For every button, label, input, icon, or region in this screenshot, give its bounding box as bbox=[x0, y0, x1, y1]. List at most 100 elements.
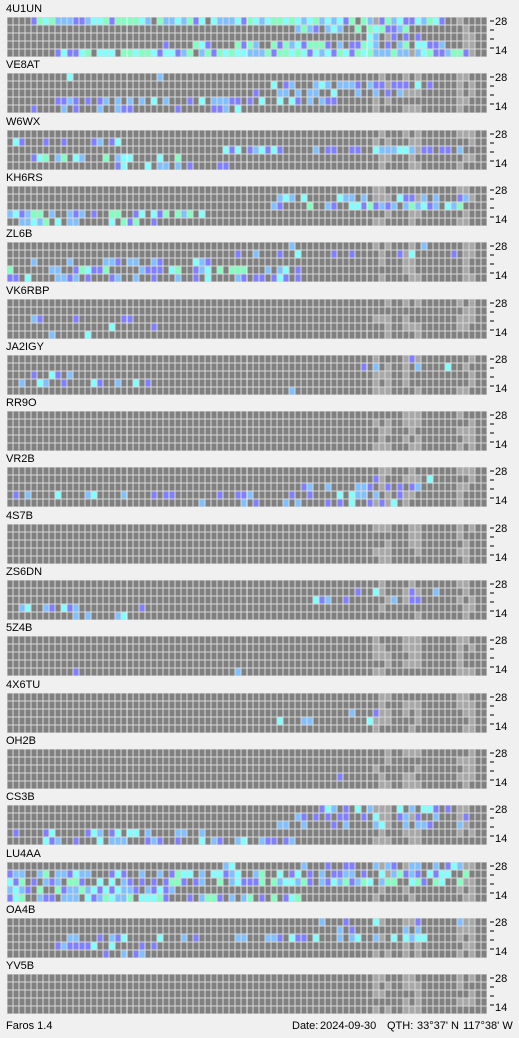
grid-cell bbox=[277, 636, 283, 644]
grid-cell bbox=[67, 266, 73, 274]
grid-cell bbox=[73, 548, 79, 556]
grid-cell bbox=[247, 427, 253, 435]
grid-cell bbox=[325, 194, 331, 202]
grid-cell bbox=[457, 315, 463, 323]
grid-cell bbox=[355, 307, 361, 315]
grid-cell bbox=[463, 443, 469, 451]
grid-cell bbox=[139, 307, 145, 315]
grid-cell bbox=[313, 363, 319, 371]
grid-cell bbox=[175, 668, 181, 676]
grid-cell bbox=[55, 97, 61, 105]
grid-cell bbox=[355, 194, 361, 202]
grid-cell bbox=[385, 41, 391, 49]
grid-cell bbox=[337, 49, 343, 57]
grid-cell bbox=[109, 186, 115, 194]
grid-cell bbox=[13, 556, 19, 564]
grid-cell bbox=[265, 355, 271, 363]
grid-cell bbox=[277, 17, 283, 25]
grid-cell bbox=[31, 596, 37, 604]
grid-cell bbox=[247, 668, 253, 676]
grid-cell bbox=[385, 81, 391, 89]
grid-cell bbox=[301, 363, 307, 371]
grid-cell bbox=[235, 81, 241, 89]
grid-cell bbox=[265, 596, 271, 604]
grid-cell bbox=[421, 467, 427, 475]
grid-cell bbox=[67, 668, 73, 676]
grid-cell bbox=[25, 307, 31, 315]
grid-cell bbox=[103, 49, 109, 57]
grid-cell bbox=[79, 540, 85, 548]
grid-cell bbox=[241, 532, 247, 540]
grid-cell bbox=[349, 250, 355, 258]
grid-cell bbox=[13, 604, 19, 612]
grid-cell bbox=[349, 242, 355, 250]
grid-cell bbox=[103, 97, 109, 105]
grid-cell bbox=[49, 596, 55, 604]
grid-cell bbox=[481, 97, 487, 105]
grid-cell bbox=[127, 146, 133, 154]
grid-cell bbox=[433, 604, 439, 612]
grid-cell bbox=[301, 138, 307, 146]
grid-cell bbox=[421, 363, 427, 371]
grid-cell bbox=[295, 524, 301, 532]
grid-cell bbox=[241, 89, 247, 97]
grid-cell bbox=[49, 194, 55, 202]
grid-cell bbox=[349, 105, 355, 113]
grid-cell bbox=[175, 146, 181, 154]
grid-cell bbox=[169, 363, 175, 371]
grid-cell bbox=[367, 548, 373, 556]
grid-cell bbox=[37, 363, 43, 371]
grid-cell bbox=[415, 154, 421, 162]
grid-cell bbox=[133, 435, 139, 443]
grid-cell bbox=[91, 89, 97, 97]
grid-cell bbox=[289, 242, 295, 250]
grid-cell bbox=[25, 315, 31, 323]
grid-cell bbox=[127, 355, 133, 363]
grid-cell bbox=[295, 556, 301, 564]
grid-cell bbox=[319, 604, 325, 612]
grid-cell bbox=[265, 154, 271, 162]
grid-cell bbox=[355, 580, 361, 588]
grid-cell bbox=[265, 162, 271, 170]
grid-cell bbox=[157, 427, 163, 435]
grid-cell bbox=[265, 636, 271, 644]
grid-cell bbox=[301, 524, 307, 532]
grid-cell bbox=[391, 274, 397, 282]
grid-cell bbox=[421, 33, 427, 41]
grid-cell bbox=[319, 162, 325, 170]
grid-cell bbox=[367, 250, 373, 258]
grid-cell bbox=[217, 596, 223, 604]
grid-cell bbox=[271, 73, 277, 81]
grid-cell bbox=[313, 323, 319, 331]
grid-cell bbox=[451, 194, 457, 202]
grid-cell bbox=[181, 604, 187, 612]
grid-cell bbox=[301, 355, 307, 363]
grid-cell bbox=[481, 499, 487, 507]
grid-cell bbox=[187, 443, 193, 451]
grid-cell bbox=[439, 524, 445, 532]
grid-cell bbox=[211, 556, 217, 564]
grid-cell bbox=[289, 274, 295, 282]
grid-cell bbox=[289, 266, 295, 274]
grid-cell bbox=[379, 331, 385, 339]
grid-cell bbox=[145, 186, 151, 194]
grid-cell bbox=[175, 524, 181, 532]
grid-cell bbox=[217, 73, 223, 81]
grid-cell bbox=[367, 33, 373, 41]
grid-cell bbox=[445, 668, 451, 676]
grid-cell bbox=[331, 435, 337, 443]
grid-cell bbox=[313, 411, 319, 419]
grid-cell bbox=[151, 467, 157, 475]
grid-cell bbox=[25, 41, 31, 49]
grid-cell bbox=[151, 315, 157, 323]
grid-cell bbox=[319, 194, 325, 202]
grid-cell bbox=[427, 323, 433, 331]
grid-cell bbox=[7, 186, 13, 194]
grid-cell bbox=[433, 186, 439, 194]
grid-cell bbox=[175, 540, 181, 548]
grid-cell bbox=[313, 371, 319, 379]
grid-cell bbox=[103, 668, 109, 676]
grid-cell bbox=[19, 307, 25, 315]
grid-cell bbox=[151, 419, 157, 427]
grid-cell bbox=[457, 411, 463, 419]
